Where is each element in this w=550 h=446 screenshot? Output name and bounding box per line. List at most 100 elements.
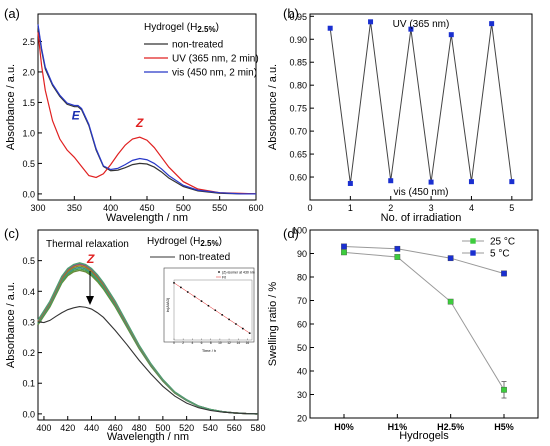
- panel-d-legend: 25 °C5 °C: [462, 237, 515, 260]
- panel-c-arrow-head: [86, 296, 94, 305]
- inset-x-tick-label: 2: [182, 341, 184, 345]
- panel-a-frame: [37, 13, 257, 201]
- panel-c-legend-title: Hydrogel (H2.5%): [147, 236, 222, 248]
- panel-d-legend-marker: [470, 250, 476, 256]
- inset-x-tick-label: 0: [173, 341, 175, 345]
- panel-b-x-tick-label: 4: [469, 203, 474, 213]
- panel-c-x-tick-label: 400: [36, 423, 51, 433]
- panel-b-y-tick-label: 0.60: [289, 173, 307, 183]
- inset-x-label: Time / h: [202, 348, 216, 353]
- panel-c-x-tick-label: 480: [132, 423, 147, 433]
- inset-x-tick-label: 16: [246, 341, 250, 345]
- inset-point: [200, 300, 203, 303]
- inset-point: [248, 332, 251, 335]
- panel-a-legend: non-treated UV (365 nm, 2 min) vis (450 nm…: [144, 40, 259, 79]
- panel-d-point: [447, 255, 454, 262]
- panel-c-inset: 0 2 4 6 8 10 12 14 16 Time / h ln(A/A0) (Z)-isom…: [163, 267, 255, 353]
- panel-d-point: [394, 245, 401, 252]
- panel-d-x-label: Hydrogels: [399, 430, 449, 442]
- panel-c-label: (c): [4, 226, 19, 241]
- inset-point: [207, 304, 210, 307]
- panel-d-y-tick-label: 60: [297, 320, 307, 330]
- panel-a-annotation-z: Z: [135, 116, 144, 130]
- inset-point: [221, 313, 224, 316]
- panel-a-x-tick-label: 550: [212, 203, 227, 213]
- panel-a-x-tick-label: 450: [139, 203, 154, 213]
- panel-a-legend-label: UV (365 nm, 2 min): [172, 54, 259, 65]
- panel-b-frame: [309, 13, 533, 201]
- panel-d-legend-marker: [470, 238, 476, 244]
- panel-c-x-tick-label: 580: [250, 423, 265, 433]
- panel-a-series-0: [37, 26, 256, 195]
- panel-d-x-tick-label: H0%: [334, 422, 354, 432]
- panel-d-y-tick-label: 80: [297, 273, 307, 283]
- panel-d-series-line: [343, 245, 505, 274]
- panel-c-relaxation-curve: [37, 262, 259, 415]
- panel-a-legend-title: Hydrogel (H2.5%): [144, 22, 219, 34]
- inset-x-tick-label: 14: [236, 341, 240, 345]
- panel-b-x-tick-label: 3: [429, 203, 434, 213]
- panel-c-y-label: Absorbance / a.u.: [5, 282, 17, 368]
- panel-b-point: [428, 179, 434, 185]
- inset-point: [214, 309, 217, 312]
- inset-point: [235, 323, 237, 325]
- inset-plot: 0 2 4 6 8 10 12 14 16: [173, 279, 253, 345]
- panel-d-legend-label: 5 °C: [490, 249, 510, 260]
- panel-d-x-ticks: H0% H1% H2.5% H5%: [334, 414, 514, 432]
- inset-x-tick-label: 12: [227, 341, 231, 345]
- panel-d-y-tick-label: 50: [297, 343, 307, 353]
- panel-c-y-tick-label: 0.3: [22, 317, 35, 327]
- panel-d-curves: [341, 243, 507, 399]
- panel-c-legend-label: non-treated: [179, 252, 230, 263]
- panel-d-x-tick-label: H5%: [494, 422, 514, 432]
- inset-x-tick-label: 4: [191, 341, 193, 345]
- panel-c-y-tick-label: 0.0: [22, 409, 35, 419]
- inset-x-tick-label: 8: [210, 341, 212, 345]
- panel-a-y-ticks: 0.0 0.5 1.0 1.5 2.0 2.5: [22, 37, 42, 199]
- panel-d-y-tick-label: 90: [297, 249, 307, 259]
- panel-b-top-label: UV (365 nm): [393, 19, 450, 30]
- inset-legend-fit: Fit: [222, 276, 226, 280]
- panel-a: (a) 300 350 400 450 500 550 600 0.0 0.5 1.0 1.5 2.…: [4, 6, 264, 224]
- panel-a-y-tick-label: 2.5: [22, 37, 35, 47]
- panel-d-y-label: Swelling ratio / %: [267, 282, 279, 367]
- panel-c-y-tick-label: 0.5: [22, 256, 35, 266]
- panel-c-x-tick-label: 460: [108, 423, 123, 433]
- panel-c-x-label: Wavelength / nm: [107, 431, 189, 443]
- panel-d-y-tick-label: 30: [297, 390, 307, 400]
- panel-c-relaxation-curves: [37, 262, 259, 415]
- panel-d-y-tick-label: 70: [297, 296, 307, 306]
- panel-b-series-line: [329, 21, 513, 184]
- panel-d-y-tick-label: 20: [297, 414, 307, 424]
- panel-c-frame: [37, 229, 259, 421]
- panel-d-legend-label: 25 °C: [490, 237, 515, 248]
- panel-c-x-tick-label: 520: [179, 423, 194, 433]
- panel-b-point: [489, 21, 495, 27]
- inset-y-label: ln(A/A0): [165, 297, 170, 312]
- panel-c-x-tick-label: 420: [60, 423, 75, 433]
- panel-d-point: [341, 243, 347, 250]
- inset-point: [173, 281, 175, 284]
- panel-a-series-2: [37, 24, 256, 195]
- panel-b-point: [509, 179, 515, 185]
- inset-legend-marker: [218, 271, 220, 273]
- panel-a-x-tick-label: 350: [67, 203, 82, 213]
- inset-legend-points: (Z)-isomer at 430 nm: [222, 271, 255, 275]
- panel-a-y-label: Absorbance / a.u.: [5, 64, 17, 150]
- panel-d-point: [341, 249, 347, 256]
- panel-a-legend-label: non-treated: [172, 40, 223, 51]
- panel-b-point: [347, 180, 353, 186]
- panel-a-label: (a): [4, 6, 20, 21]
- inset-point: [186, 291, 189, 293]
- panel-c-y-ticks: 0.0 0.1 0.2 0.3 0.4 0.5: [22, 256, 42, 419]
- panel-b-y-tick-label: 0.65: [289, 150, 307, 160]
- panel-b-x-ticks: 0 1 2 3 4 5: [307, 196, 514, 213]
- panel-c-x-tick-label: 440: [84, 423, 99, 433]
- inset-point: [228, 318, 230, 321]
- panel-a-y-tick-label: 0.5: [22, 159, 35, 169]
- inset-point: [241, 327, 244, 330]
- panel-a-x-tick-label: 400: [103, 203, 118, 213]
- inset-x-tick-label: 6: [201, 341, 203, 345]
- panel-a-legend-label: vis (450 nm, 2 min): [172, 68, 257, 79]
